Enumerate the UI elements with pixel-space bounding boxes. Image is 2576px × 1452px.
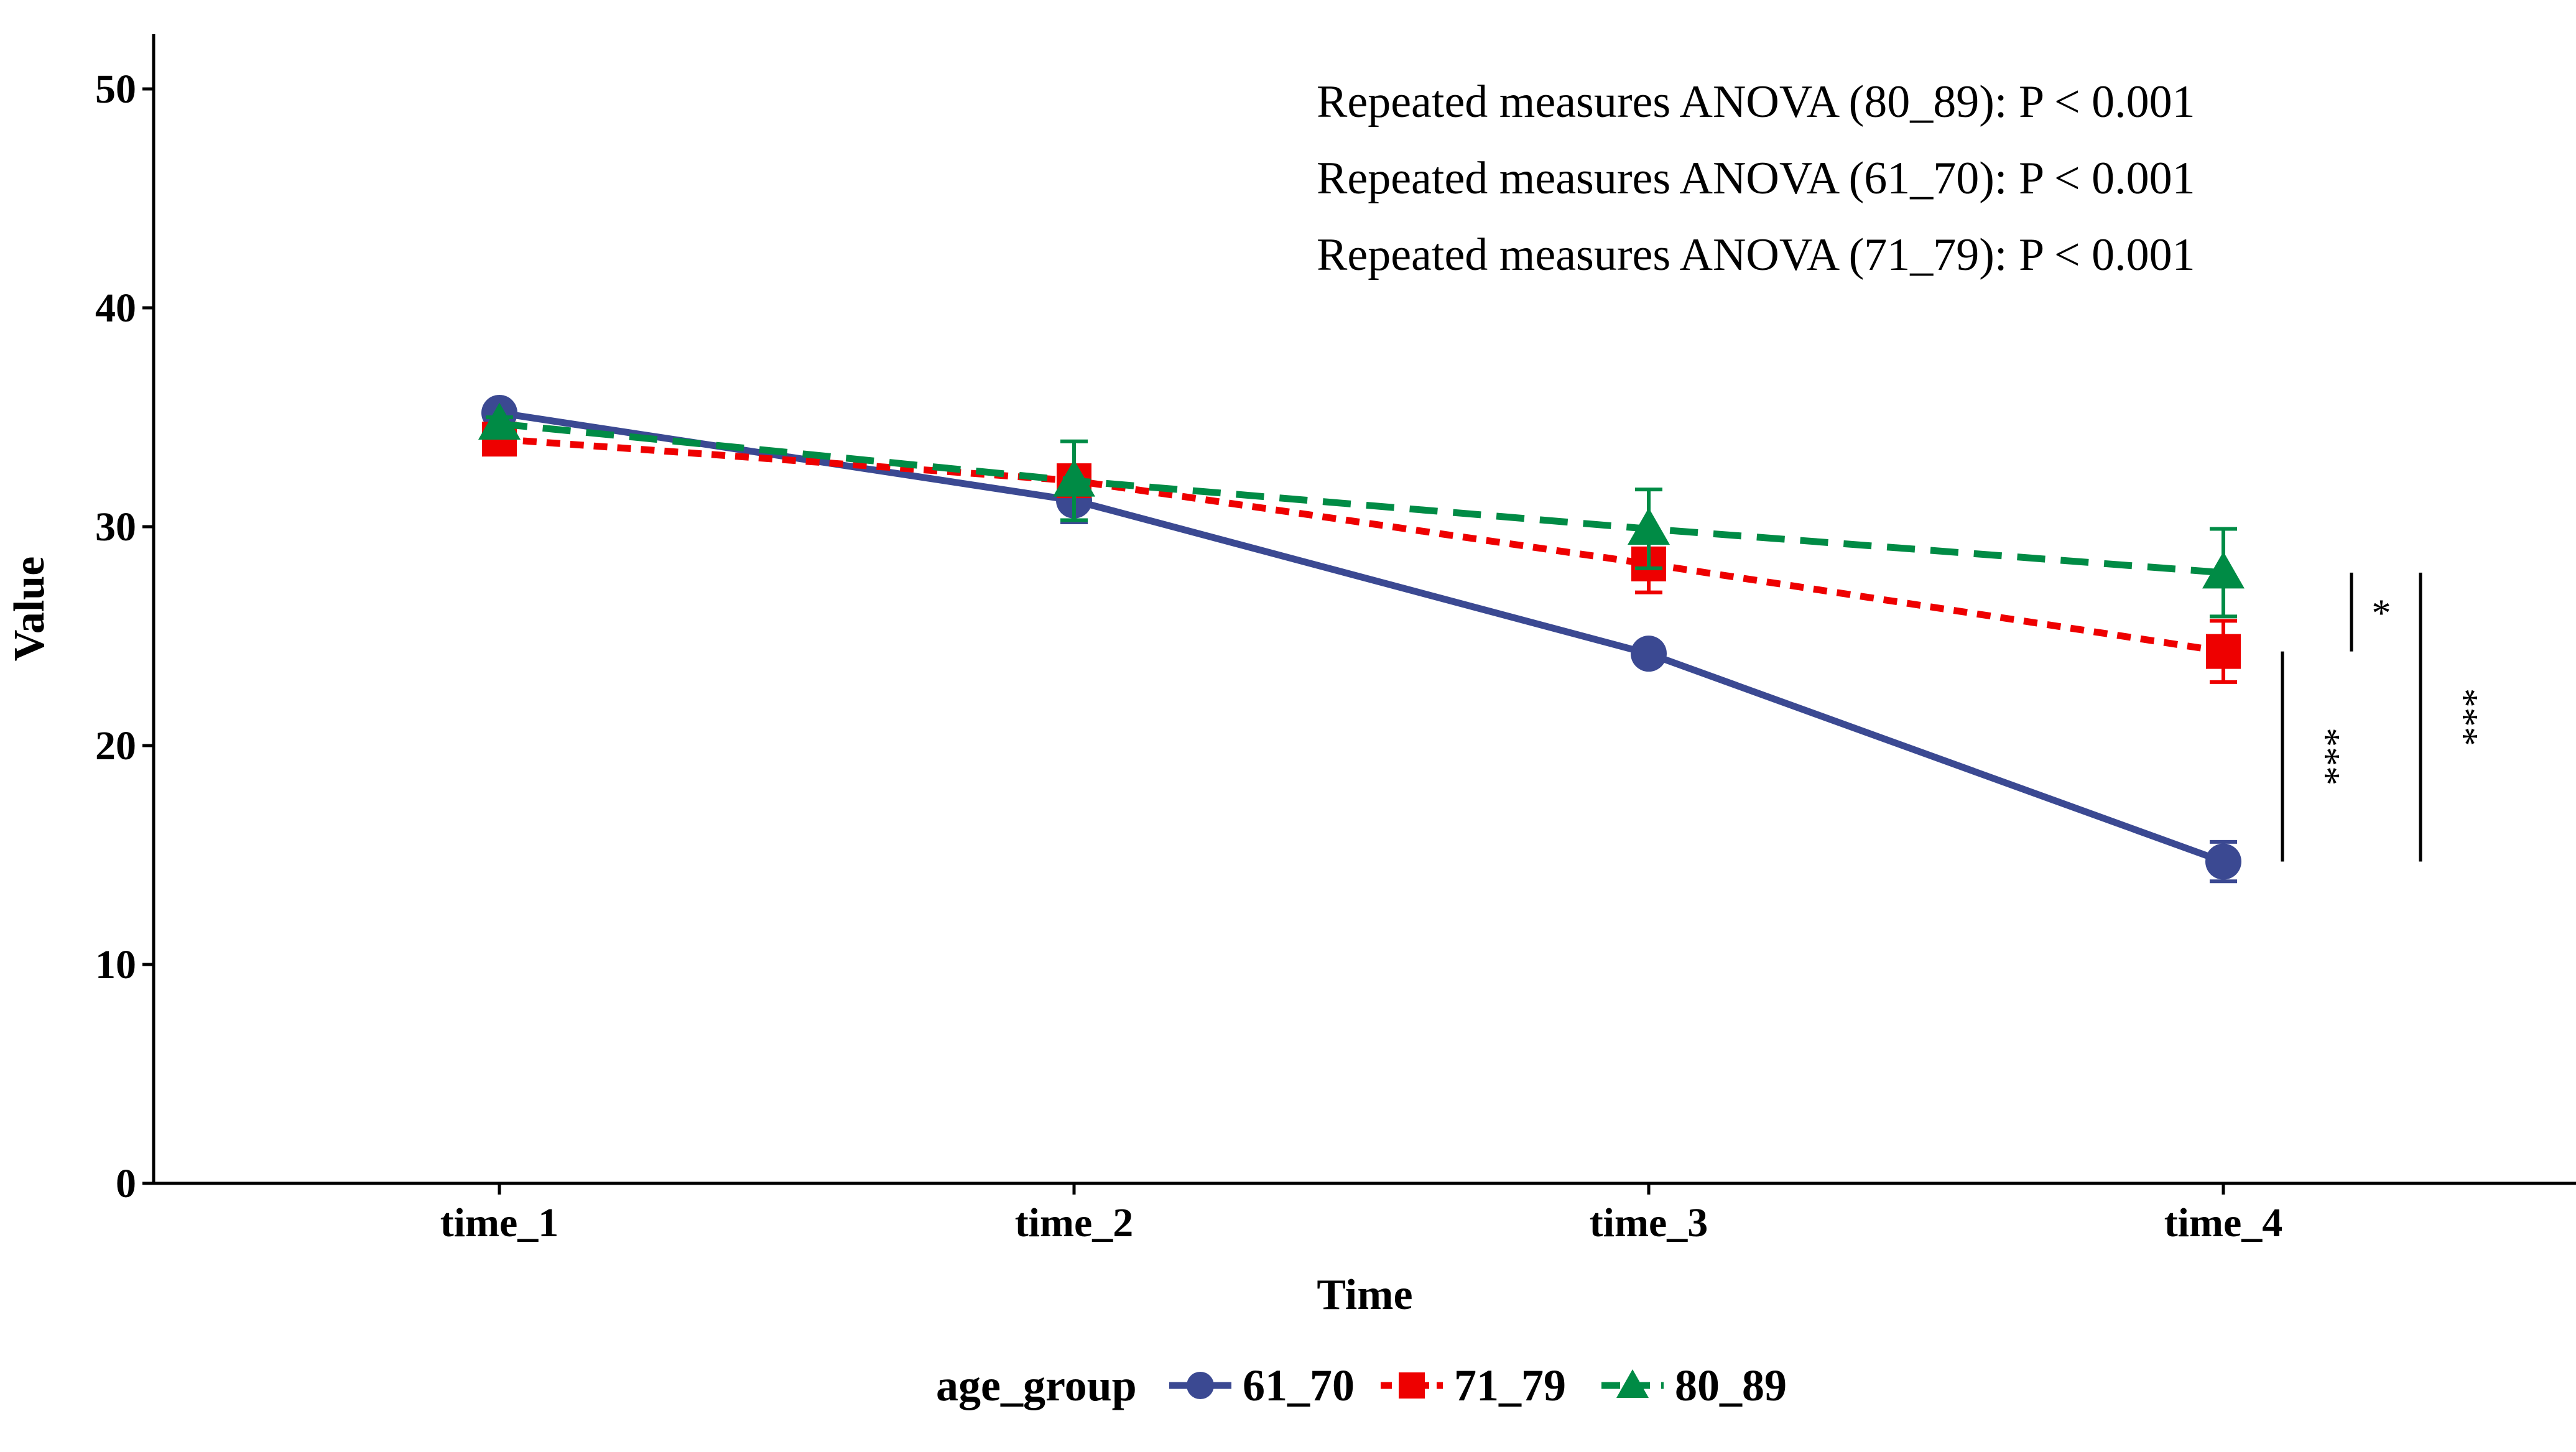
series-61_70 — [481, 394, 2241, 884]
x-axis-title: Time — [1317, 1271, 1412, 1319]
y-tick-label: 40 — [95, 285, 136, 331]
data-point — [2205, 843, 2241, 880]
y-tick-label: 10 — [95, 942, 136, 987]
data-point — [1631, 636, 1667, 672]
x-tick-label: time_4 — [2164, 1200, 2283, 1246]
series-line-71_79 — [499, 435, 2224, 655]
axes — [152, 34, 2576, 1185]
data-point — [2202, 551, 2245, 589]
legend-label-80_89: 80_89 — [1675, 1361, 1787, 1410]
significance-label: *** — [2305, 728, 2347, 785]
x-tick-label: time_2 — [1015, 1200, 1134, 1246]
data-point — [1628, 507, 1670, 545]
x-axis-ticks: time_1 time_2 time_3 time_4 — [440, 1183, 2283, 1246]
significance-brackets: ******* — [2281, 572, 2485, 862]
anova-annotations: Repeated measures ANOVA (80_89): P < 0.0… — [1317, 76, 2195, 280]
significance-label: * — [2372, 592, 2391, 634]
data-point — [2206, 634, 2241, 669]
legend-key-marker — [1616, 1369, 1649, 1398]
data-point — [1053, 460, 1095, 497]
anova-annotation-71-79: Repeated measures ANOVA (71_79): P < 0.0… — [1317, 229, 2195, 280]
legend-label-71_79: 71_79 — [1454, 1361, 1566, 1410]
series-80_89 — [478, 402, 2245, 619]
legend-key-marker — [1399, 1372, 1425, 1399]
legend: age_group 61_70 71_79 80_89 — [936, 1361, 1787, 1410]
anova-annotation-61-70: Repeated measures ANOVA (61_70): P < 0.0… — [1317, 153, 2195, 204]
series-line-80_89 — [499, 420, 2224, 576]
y-tick-label: 30 — [95, 504, 136, 550]
anova-annotation-80-89: Repeated measures ANOVA (80_89): P < 0.0… — [1317, 76, 2195, 127]
y-tick-label: 20 — [95, 723, 136, 769]
y-axis-ticks: 0 10 20 30 40 50 — [95, 67, 154, 1206]
legend-title: age_group — [936, 1361, 1137, 1410]
x-tick-label: time_3 — [1590, 1200, 1708, 1246]
legend-key-marker — [1187, 1372, 1214, 1399]
y-tick-label: 50 — [95, 67, 136, 112]
series-group — [478, 394, 2245, 884]
significance-label: *** — [2443, 688, 2485, 746]
series-line-61_70 — [499, 409, 2225, 865]
x-tick-label: time_1 — [440, 1200, 559, 1246]
y-axis-title: Value — [6, 557, 53, 662]
data-point — [478, 402, 521, 440]
y-tick-label: 0 — [116, 1161, 136, 1206]
legend-label-61_70: 61_70 — [1243, 1361, 1355, 1410]
